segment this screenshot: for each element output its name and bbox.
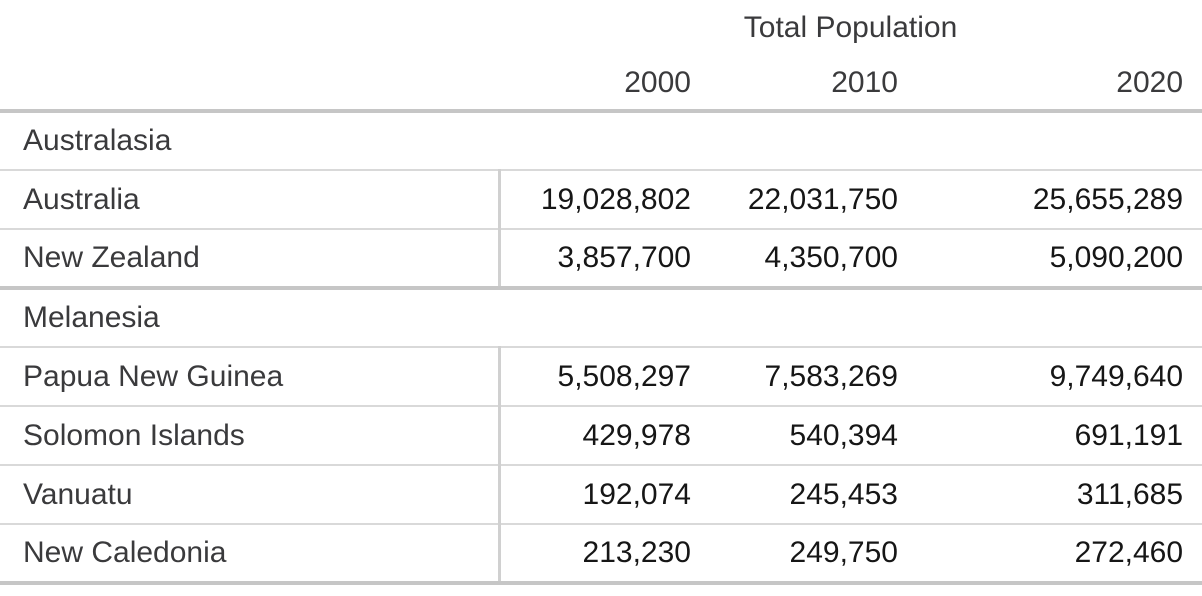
table-row: Solomon Islands 429,978 540,394 691,191 bbox=[0, 406, 1202, 466]
population-value: 192,074 bbox=[497, 465, 701, 525]
population-value: 5,090,200 bbox=[908, 229, 1202, 289]
population-value: 249,750 bbox=[701, 524, 908, 585]
year-row-spacer bbox=[0, 56, 499, 113]
table-row: New Caledonia 213,230 249,750 272,460 bbox=[0, 524, 1202, 585]
table-row: New Zealand 3,857,700 4,350,700 5,090,200 bbox=[0, 229, 1202, 289]
year-header-2020: 2020 bbox=[908, 56, 1202, 113]
population-value: 429,978 bbox=[497, 406, 701, 466]
row-label: Australia bbox=[0, 170, 499, 230]
population-value: 691,191 bbox=[908, 406, 1202, 466]
population-value: 9,749,640 bbox=[908, 347, 1202, 407]
row-label: New Zealand bbox=[0, 229, 499, 289]
population-value: 245,453 bbox=[701, 465, 908, 525]
population-value: 3,857,700 bbox=[497, 229, 701, 289]
section-label: Melanesia bbox=[0, 286, 1202, 348]
table-title-row: Total Population bbox=[0, 0, 1202, 56]
section-header-row: Australasia bbox=[0, 111, 1202, 171]
population-value: 213,230 bbox=[497, 524, 701, 585]
year-header-row: 2000 2010 2020 bbox=[0, 56, 1202, 113]
table-body: Australasia Australia 19,028,802 22,031,750… bbox=[0, 111, 1202, 585]
row-label: Solomon Islands bbox=[0, 406, 499, 466]
population-value: 540,394 bbox=[701, 406, 908, 466]
population-value: 25,655,289 bbox=[908, 170, 1202, 230]
population-value: 4,350,700 bbox=[701, 229, 908, 289]
row-label: New Caledonia bbox=[0, 524, 499, 585]
table-row: Papua New Guinea 5,508,297 7,583,269 9,749,… bbox=[0, 347, 1202, 407]
population-value: 311,685 bbox=[908, 465, 1202, 525]
year-header-2010: 2010 bbox=[701, 56, 908, 113]
population-value: 272,460 bbox=[908, 524, 1202, 585]
section-label: Australasia bbox=[0, 111, 1202, 171]
table-title: Total Population bbox=[743, 11, 958, 44]
table-row: Vanuatu 192,074 245,453 311,685 bbox=[0, 465, 1202, 525]
population-value: 22,031,750 bbox=[701, 170, 908, 230]
population-value: 19,028,802 bbox=[497, 170, 701, 230]
row-label: Vanuatu bbox=[0, 465, 499, 525]
table-header: Total Population 2000 2010 2020 bbox=[0, 0, 1202, 113]
table-row: Australia 19,028,802 22,031,750 25,655,289 bbox=[0, 170, 1202, 230]
year-header-2000: 2000 bbox=[499, 56, 701, 113]
row-label: Papua New Guinea bbox=[0, 347, 499, 407]
title-row-spacer bbox=[0, 0, 499, 56]
population-value: 5,508,297 bbox=[497, 347, 701, 407]
population-value: 7,583,269 bbox=[701, 347, 908, 407]
section-header-row: Melanesia bbox=[0, 286, 1202, 348]
